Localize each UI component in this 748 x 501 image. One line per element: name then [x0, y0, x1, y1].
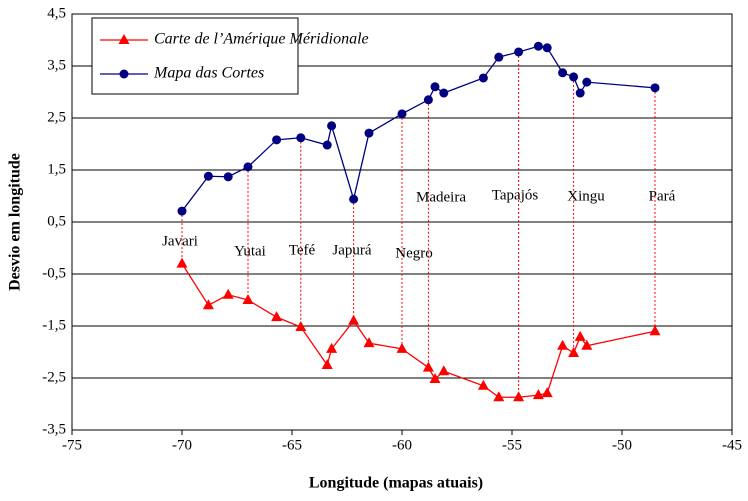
y-tick-label: 3,5 — [47, 57, 66, 73]
y-tick-label: -2,5 — [42, 369, 66, 385]
x-tick-label: -75 — [62, 437, 82, 453]
legend-marker — [119, 69, 129, 79]
plot-frame — [71, 13, 733, 431]
point — [429, 373, 441, 384]
point — [423, 95, 433, 105]
x-tick-label: -55 — [502, 437, 522, 453]
point — [363, 337, 375, 348]
point — [222, 288, 234, 299]
point — [396, 342, 408, 353]
annotation: Javari — [162, 233, 198, 249]
point — [176, 257, 188, 268]
point — [422, 361, 434, 372]
point — [295, 321, 307, 332]
point — [494, 52, 504, 62]
annotation: Tefé — [289, 242, 316, 258]
point — [242, 294, 254, 304]
point — [177, 206, 187, 216]
point — [542, 43, 552, 53]
point — [541, 387, 553, 398]
annotation: Xingu — [567, 188, 605, 204]
point — [223, 172, 233, 182]
point — [582, 77, 592, 87]
point — [575, 88, 585, 98]
point — [569, 72, 579, 82]
x-tick-label: -70 — [172, 437, 192, 453]
legend-label: Mapa das Cortes — [153, 65, 264, 82]
point — [478, 73, 488, 83]
point — [430, 82, 440, 92]
point — [202, 299, 214, 310]
y-tick-label: -0,5 — [42, 265, 66, 281]
point — [326, 342, 338, 353]
x-tick-label: -50 — [612, 437, 632, 453]
y-tick-label: 0,5 — [47, 213, 66, 229]
point — [272, 135, 282, 145]
legend-marker — [118, 34, 130, 44]
legend-box — [91, 17, 299, 95]
point — [203, 171, 213, 181]
annotation: Negro — [395, 245, 433, 261]
point — [438, 365, 450, 376]
point — [349, 194, 359, 204]
point — [581, 339, 593, 350]
point — [493, 391, 505, 402]
point — [348, 314, 360, 325]
point — [513, 391, 525, 402]
series-line — [181, 263, 656, 398]
point — [649, 325, 661, 336]
y-tick-label: -3,5 — [42, 421, 66, 437]
point — [532, 389, 544, 400]
legend-label: Carte de l’Amérique Méridionale — [154, 31, 369, 48]
point — [568, 347, 580, 358]
x-tick-label: -60 — [392, 437, 412, 453]
x-tick-label: -65 — [282, 437, 302, 453]
point — [321, 359, 333, 369]
y-axis-label: Desvio em longitude — [7, 153, 24, 291]
y-tick-label: -1,5 — [42, 317, 66, 333]
point — [477, 379, 489, 390]
point — [557, 339, 569, 350]
annotation: Japurá — [332, 242, 371, 258]
point — [533, 41, 543, 51]
y-tick-label: 4,5 — [47, 5, 66, 21]
annotation: Madeira — [416, 189, 466, 205]
point — [439, 88, 449, 98]
point — [514, 47, 524, 57]
point — [558, 68, 568, 78]
y-tick-label: 2,5 — [47, 109, 66, 125]
x-axis-label: Longitude (mapas atuais) — [309, 475, 483, 492]
annotation: Yutai — [234, 243, 266, 259]
point — [364, 128, 374, 138]
point — [574, 330, 586, 341]
point — [243, 162, 253, 172]
x-tick-label: -45 — [722, 437, 742, 453]
y-tick-label: 1,5 — [47, 161, 66, 177]
point — [322, 140, 332, 150]
annotation: Tapajós — [492, 187, 539, 203]
point — [271, 311, 283, 322]
point — [327, 121, 337, 131]
annotation: Pará — [649, 188, 676, 204]
point — [650, 83, 660, 93]
point — [397, 109, 407, 119]
point — [296, 133, 306, 143]
